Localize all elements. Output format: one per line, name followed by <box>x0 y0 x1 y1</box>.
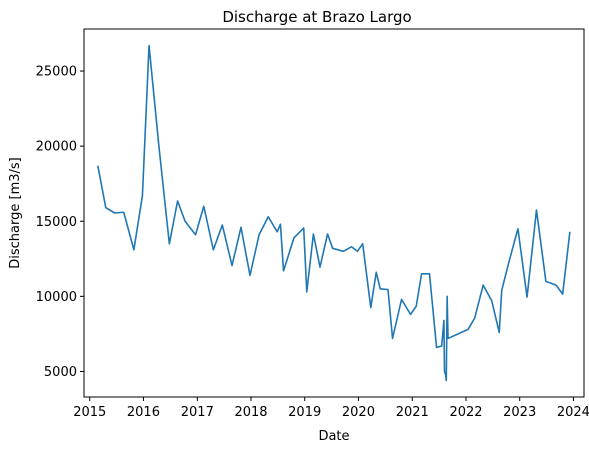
x-axis: 2015 2016 2017 2018 2019 2020 2021 2022 2023 2024 <box>73 397 589 420</box>
x-tick-label: 2021 <box>396 405 429 420</box>
chart-title: Discharge at Brazo Largo <box>222 8 411 26</box>
x-axis-label: Date <box>318 429 349 444</box>
x-tick-label: 2018 <box>234 405 267 420</box>
series-line <box>98 46 570 381</box>
x-tick-label: 2024 <box>557 405 589 420</box>
y-axis-label: Discharge [m3/s] <box>8 157 23 268</box>
x-tick-label: 2020 <box>342 405 375 420</box>
x-tick-label: 2022 <box>449 405 482 420</box>
x-tick-label: 2016 <box>127 405 160 420</box>
y-tick-label: 25000 <box>36 65 77 80</box>
plot-frame <box>84 29 584 397</box>
x-tick-label: 2023 <box>503 405 536 420</box>
x-tick-label: 2015 <box>73 405 106 420</box>
y-tick-label: 20000 <box>36 140 77 155</box>
y-tick-label: 5000 <box>44 365 77 380</box>
series-layer <box>98 46 570 381</box>
x-tick-label: 2019 <box>288 405 321 420</box>
x-tick-label: 2017 <box>181 405 214 420</box>
plot-area <box>84 29 584 397</box>
y-tick-label: 10000 <box>36 290 77 305</box>
y-tick-label: 15000 <box>36 215 77 230</box>
y-axis: 5000 10000 15000 20000 25000 <box>36 65 84 380</box>
